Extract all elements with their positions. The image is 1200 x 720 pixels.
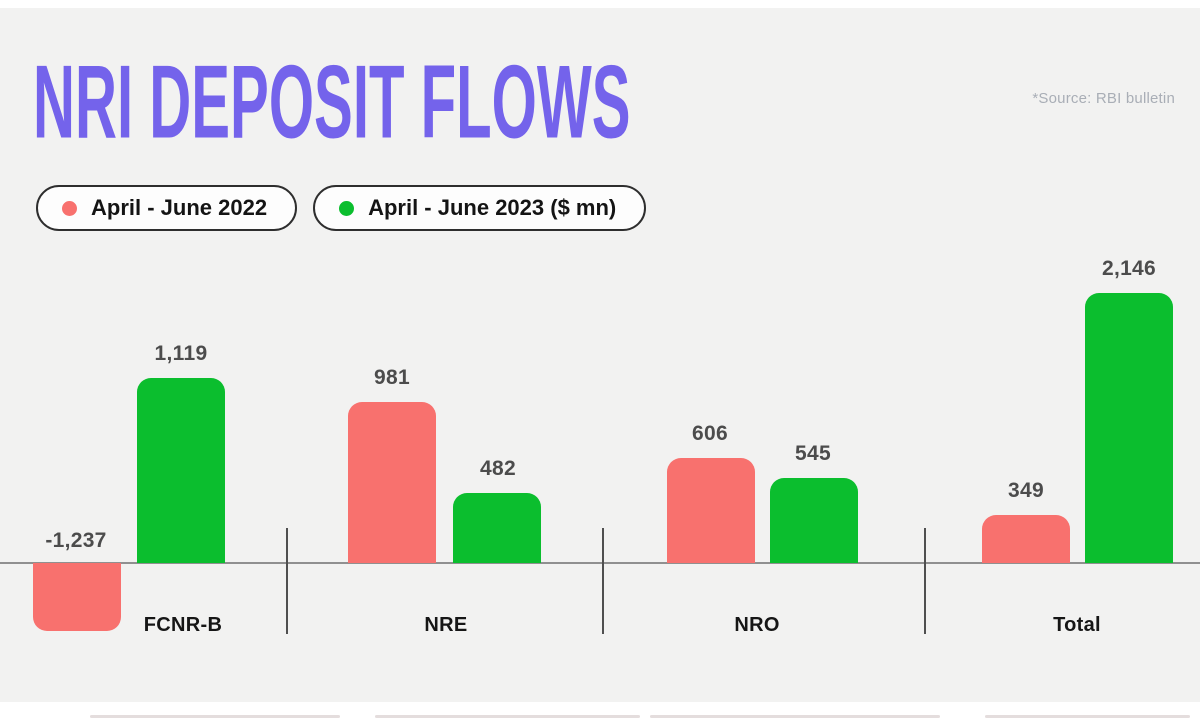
chart-canvas-background	[0, 8, 1200, 702]
bottom-artifact	[375, 715, 640, 718]
legend-dot-2022-icon	[62, 200, 77, 216]
value-label-nre-2023: 482	[480, 457, 516, 480]
top-white-strip	[0, 0, 1200, 8]
bar-nro-2022	[667, 458, 755, 563]
bar-nre-2022	[348, 402, 436, 563]
source-note: *Source: RBI bulletin	[1032, 90, 1175, 107]
category-label-total: Total	[1053, 614, 1101, 636]
group-separator-1	[286, 528, 288, 634]
value-label-total-2023: 2,146	[1101, 257, 1157, 280]
bottom-artifact	[90, 715, 340, 718]
legend-label-2023: April - June 2023 ($ mn)	[368, 195, 617, 220]
bar-nro-2023	[770, 478, 858, 563]
value-label-total-2022: 349	[1008, 479, 1044, 502]
value-label-nro-2023: 545	[795, 442, 831, 465]
x-axis-line	[0, 562, 1200, 564]
bar-nre-2023	[453, 493, 541, 563]
category-label-nro: NRO	[734, 614, 780, 636]
legend-dot-2023-icon	[339, 200, 355, 216]
page-title: NRI DEPOSIT FLOWS	[33, 43, 631, 161]
bottom-white-strip	[0, 702, 1200, 720]
legend-label-2022: April - June 2022	[91, 195, 268, 220]
legend: April - June 2022 April - June 2023 ($ m…	[36, 185, 647, 231]
legend-pill-2022[interactable]: April - June 2022	[36, 185, 298, 231]
bar-fcnrb-2022	[33, 563, 121, 631]
value-label-fcnrb-2023: 1,119	[154, 342, 208, 365]
bottom-artifact	[650, 715, 940, 718]
bar-fcnrb-2023	[137, 378, 225, 563]
bar-total-2022	[982, 515, 1070, 563]
category-label-nre: NRE	[424, 614, 468, 636]
value-label-nro-2022: 606	[692, 422, 728, 445]
legend-pill-2023[interactable]: April - June 2023 ($ mn)	[313, 185, 647, 231]
category-label-fcnrb: FCNR-B	[143, 614, 223, 636]
group-separator-2	[602, 528, 604, 634]
bar-total-2023	[1085, 293, 1173, 563]
value-label-nre-2022: 981	[374, 366, 410, 389]
group-separator-3	[924, 528, 926, 634]
bottom-artifact	[985, 715, 1190, 718]
value-label-fcnrb-2022: -1,237	[45, 529, 107, 552]
